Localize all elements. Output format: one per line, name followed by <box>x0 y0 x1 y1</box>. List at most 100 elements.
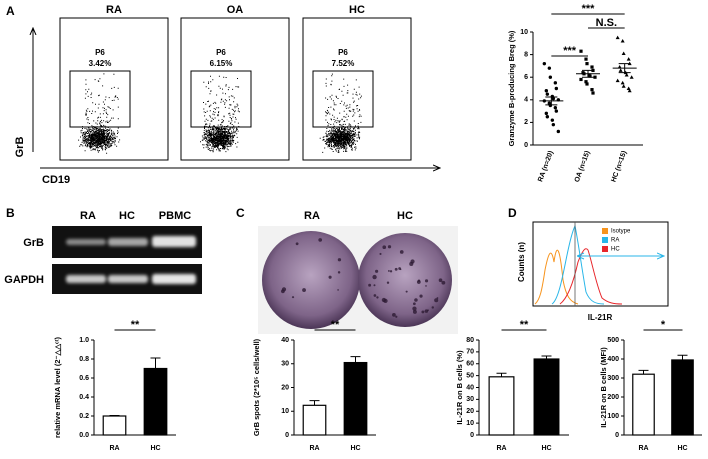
point <box>621 51 626 55</box>
bar <box>488 376 515 436</box>
spot <box>419 294 423 298</box>
spot <box>412 302 416 306</box>
spot <box>291 296 295 299</box>
point <box>615 35 620 40</box>
y-tick-label: 6 <box>524 74 528 81</box>
point <box>551 122 556 127</box>
point <box>554 109 559 113</box>
error-bar <box>545 96 558 106</box>
spot <box>373 284 376 287</box>
y-tick-label: 200 <box>607 394 619 401</box>
point <box>553 81 558 85</box>
y-tick-label: 0 <box>470 432 474 439</box>
bar <box>102 415 127 436</box>
point <box>548 75 553 79</box>
point <box>585 82 589 86</box>
point <box>591 91 595 95</box>
panel-letter: A <box>6 4 15 18</box>
point <box>550 118 555 122</box>
x-axis-label: IL-21R <box>588 313 613 322</box>
y-tick-label: 0.6 <box>79 375 89 382</box>
point <box>545 92 550 96</box>
point <box>593 75 597 79</box>
spot <box>328 275 332 279</box>
x-tick-label: HC <box>677 445 687 452</box>
well-label: RA <box>304 210 320 222</box>
axes <box>532 32 643 146</box>
gate-percent: 6.15% <box>210 59 233 68</box>
significance-label: N.S. <box>596 17 617 29</box>
x-tick-label: HC <box>541 445 551 452</box>
y-axis-label: IL-21R on B cells (MFI) <box>599 347 608 428</box>
y-tick-label: 300 <box>607 375 619 382</box>
spot <box>395 315 398 318</box>
panel-letter: D <box>508 206 517 220</box>
y-tick-label: 400 <box>607 356 619 363</box>
bar <box>343 361 368 436</box>
y-axis-label: GrB spots (2*10⁵ cells/well) <box>252 338 261 436</box>
events <box>78 73 121 154</box>
error-bar <box>582 69 594 78</box>
x-tick-label: RA <box>309 445 319 452</box>
point <box>551 96 556 101</box>
y-tick-label: 20 <box>281 384 289 391</box>
spot <box>368 283 372 287</box>
y-tick-label: 20 <box>466 408 474 415</box>
y-tick-label: 0.2 <box>79 413 89 420</box>
spot <box>405 290 408 293</box>
flow-plots: RA P6 3.42% OA P6 6.15% HC P6 7.52% <box>59 4 412 161</box>
significance-label: ** <box>520 319 529 331</box>
plot-frame <box>302 17 412 161</box>
significance-label: * <box>661 319 666 331</box>
y-tick-label: 40 <box>466 384 474 391</box>
point <box>590 65 594 69</box>
gate-percent: 7.52% <box>332 59 355 68</box>
spot <box>387 270 390 272</box>
significance-label: *** <box>563 45 577 57</box>
point <box>545 115 550 119</box>
plot-title: OA <box>227 4 244 16</box>
spot <box>389 270 393 273</box>
spot <box>412 306 417 311</box>
gate <box>312 70 374 128</box>
y-axis-label: GrB <box>14 137 26 158</box>
bar <box>533 358 560 436</box>
point <box>547 66 552 70</box>
y-tick-label: 0.4 <box>79 394 89 401</box>
point <box>615 78 620 83</box>
spot <box>421 310 425 314</box>
legend-swatch <box>602 237 608 243</box>
bar <box>632 373 655 436</box>
spot <box>392 313 396 317</box>
y-tick-label: 50 <box>466 372 474 379</box>
bar <box>143 367 168 436</box>
spot <box>375 269 379 273</box>
spot <box>436 297 439 299</box>
point <box>626 57 631 61</box>
y-tick-label: 8 <box>524 51 528 58</box>
y-tick-label: 10 <box>520 29 528 36</box>
x-tick-label: RA <box>109 445 119 452</box>
events <box>319 73 362 153</box>
spot <box>376 296 379 299</box>
significance-label: *** <box>582 3 596 15</box>
plot-title: HC <box>349 4 365 16</box>
y-tick-label: 10 <box>281 408 289 415</box>
legend-label: Isotype <box>611 229 631 235</box>
gate <box>190 70 252 128</box>
error-bar <box>309 400 320 406</box>
spot <box>431 306 434 309</box>
spot <box>427 309 429 312</box>
point <box>579 77 583 82</box>
legend-label: HC <box>611 247 620 253</box>
spot <box>387 245 392 249</box>
y-tick-label: 0.8 <box>79 356 89 363</box>
point <box>617 65 622 69</box>
bar <box>302 404 327 436</box>
y-tick-label: 60 <box>466 361 474 368</box>
point <box>554 86 559 91</box>
y-tick-label: 1.0 <box>79 337 89 344</box>
bar <box>671 359 694 436</box>
error-bar <box>150 357 161 369</box>
gate-label: P6 <box>338 48 348 57</box>
